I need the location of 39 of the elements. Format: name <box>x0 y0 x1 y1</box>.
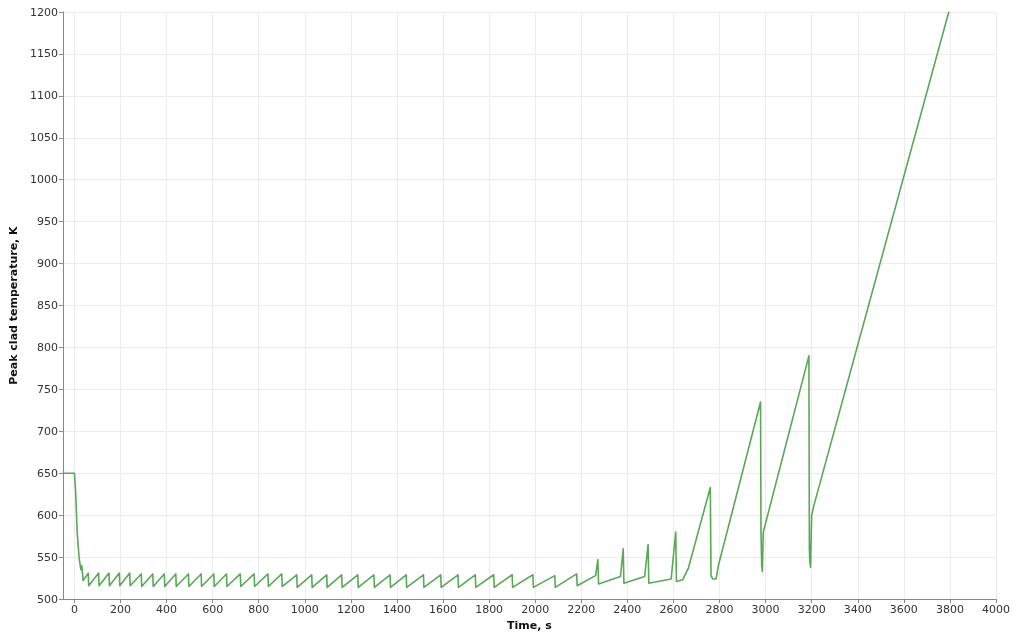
y-tick-label: 1200 <box>29 5 58 19</box>
x-tick-label: 1000 <box>290 603 319 617</box>
x-tick-label: 2600 <box>659 603 688 617</box>
y-tick-label: 1050 <box>29 131 58 145</box>
x-tick-label: 4000 <box>982 603 1010 617</box>
y-axis-title: Peak clad temperature, K <box>7 225 20 385</box>
x-tick-label: 3200 <box>797 603 826 617</box>
x-tick-label: 1800 <box>475 603 504 617</box>
x-tick-label: 200 <box>109 603 131 617</box>
y-tick-label: 850 <box>36 299 58 313</box>
y-tick-label: 500 <box>36 592 58 606</box>
y-tick-label: 1100 <box>29 89 58 103</box>
y-tick-label: 950 <box>36 215 58 229</box>
x-tick-label: 2800 <box>705 603 734 617</box>
y-tick-label: 800 <box>36 340 58 354</box>
x-tick-label: 1400 <box>382 603 411 617</box>
x-tick-label: 800 <box>248 603 270 617</box>
x-tick-label: 600 <box>202 603 224 617</box>
x-tick-label: 0 <box>70 603 78 617</box>
x-tick-label: 2400 <box>613 603 642 617</box>
x-tick-label: 3800 <box>935 603 964 617</box>
x-tick-label: 1200 <box>336 603 365 617</box>
x-tick-label: 3600 <box>889 603 918 617</box>
x-tick-label: 400 <box>156 603 178 617</box>
line-series <box>62 11 950 589</box>
y-tick-label: 750 <box>36 382 58 396</box>
x-tick-label: 3000 <box>751 603 780 617</box>
y-tick-label: 700 <box>36 424 58 438</box>
y-tick-label: 900 <box>36 257 58 271</box>
x-axis-title: Time, s <box>507 619 553 632</box>
y-tick-label: 1000 <box>29 173 58 187</box>
y-tick-label: 1150 <box>29 47 58 61</box>
y-tick-label: 600 <box>36 508 58 522</box>
x-tick-label: 2000 <box>521 603 550 617</box>
y-tick-label: 550 <box>36 550 58 564</box>
x-tick-label: 1600 <box>429 603 458 617</box>
x-tick-label: 2200 <box>567 603 596 617</box>
y-tick-label: 650 <box>36 466 58 480</box>
x-tick-label: 3400 <box>843 603 872 617</box>
